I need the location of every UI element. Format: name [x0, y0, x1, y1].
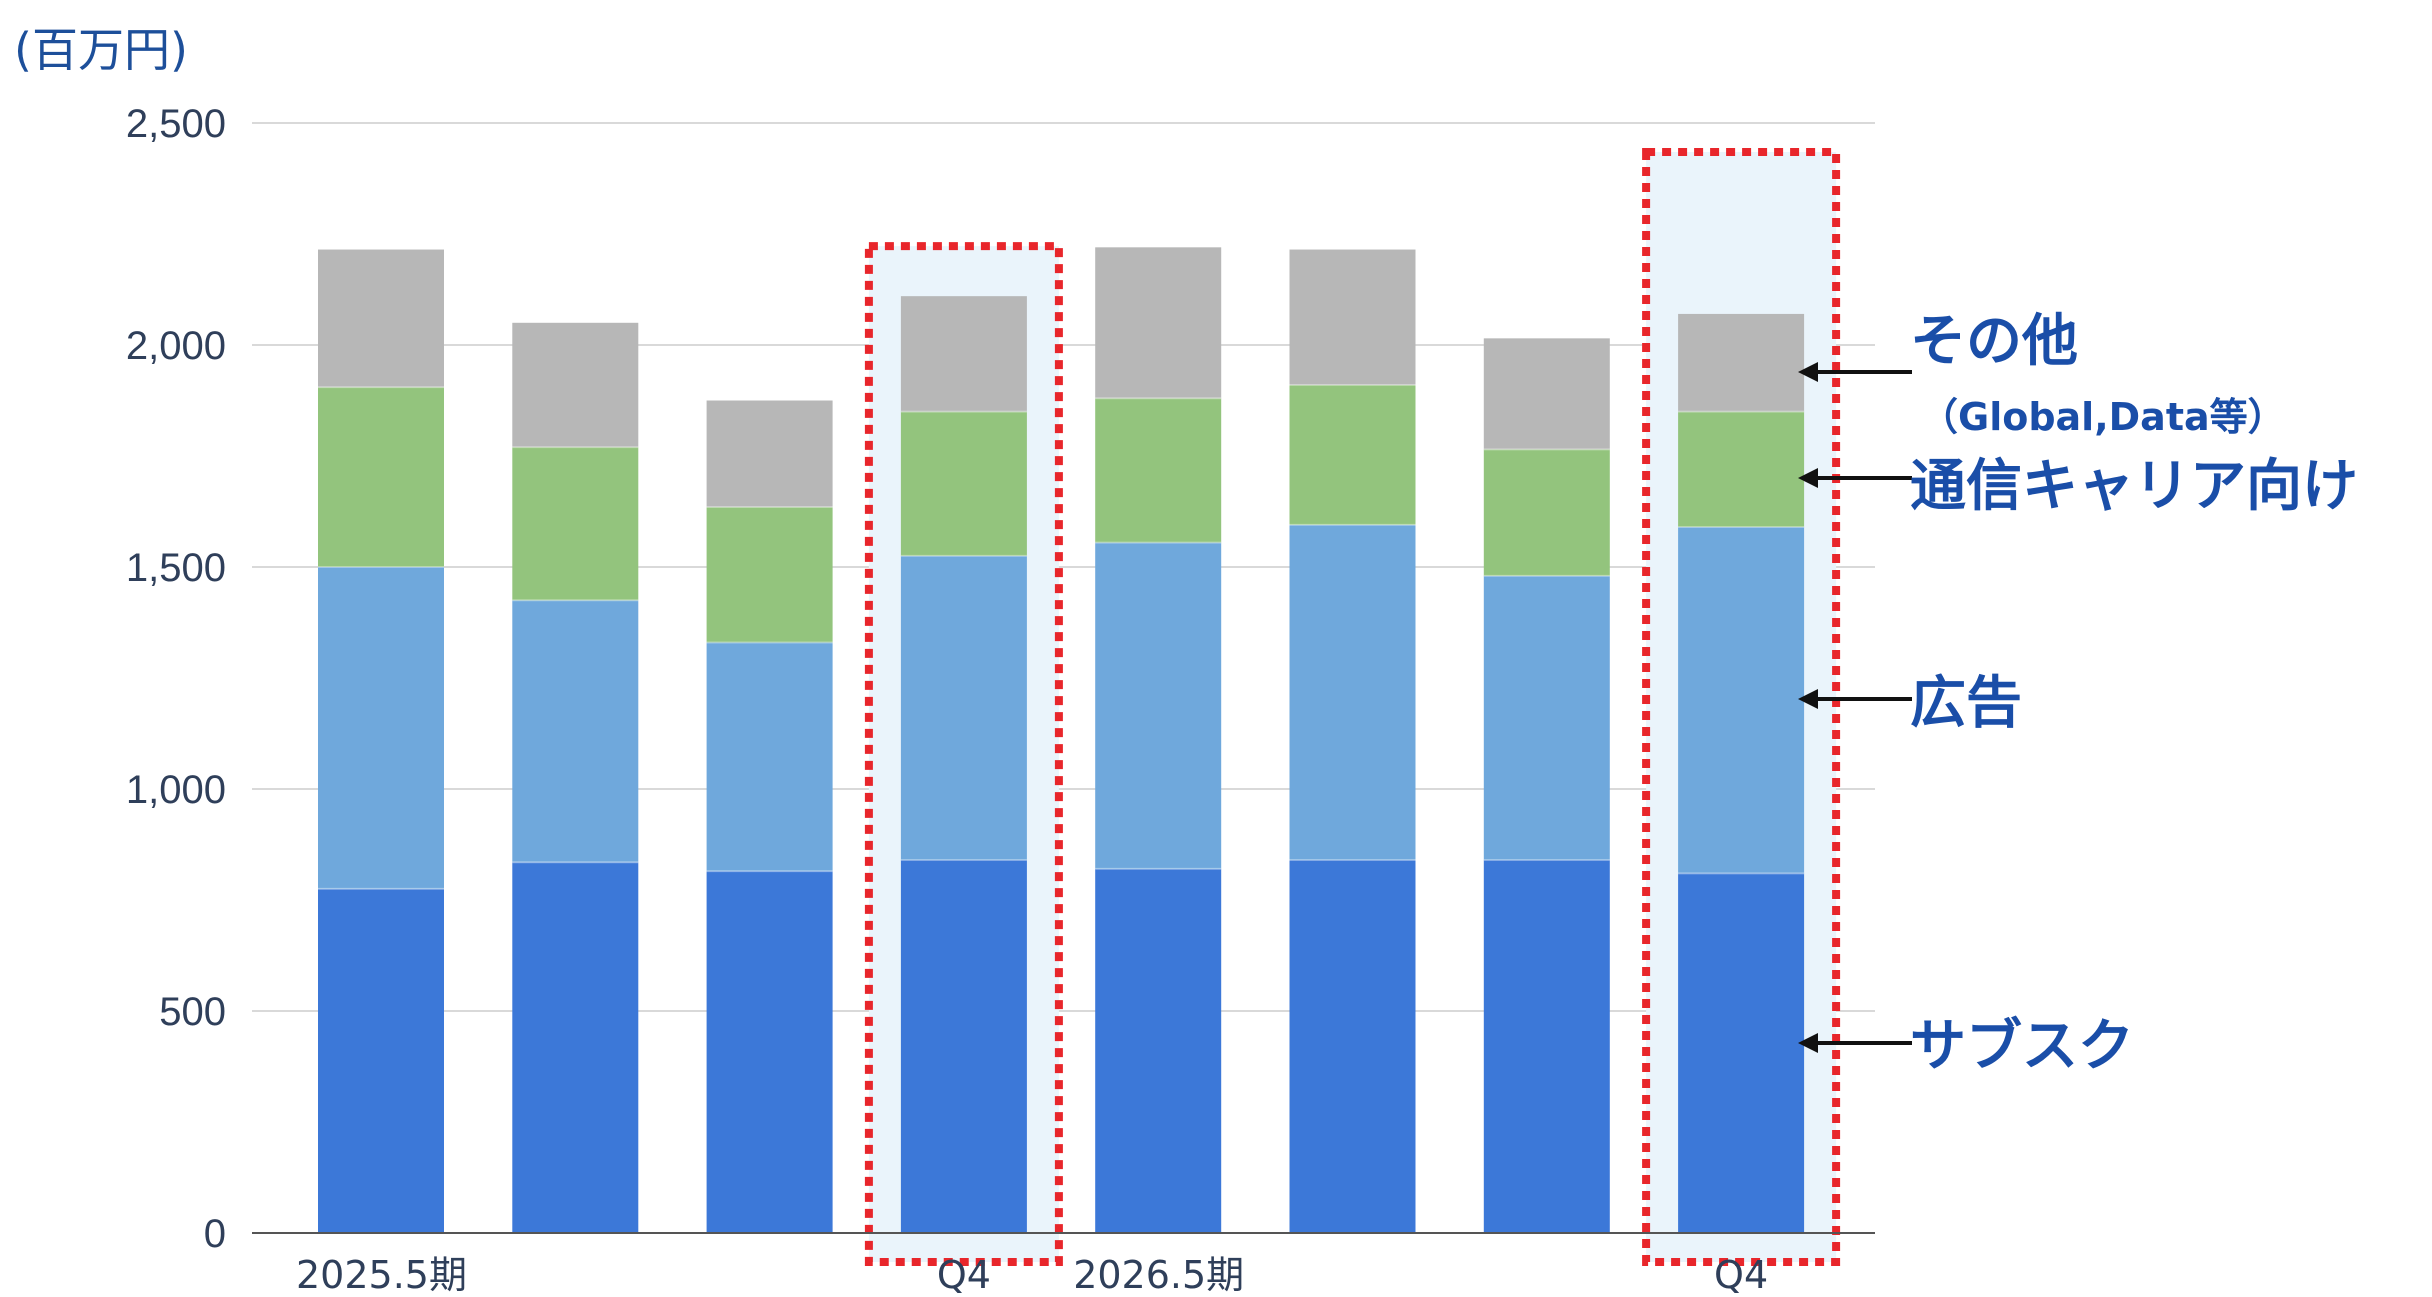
unit-label: (百万円) — [14, 23, 188, 77]
bar-segment — [706, 400, 833, 508]
x-tick-label: 2025.5期 — [296, 1253, 467, 1297]
gridlines — [252, 122, 1875, 1012]
bar-segment — [900, 860, 1027, 1233]
legend-label: その他 — [1910, 309, 2078, 374]
x-tick-label: 2026.5期 — [1073, 1253, 1244, 1297]
bar-segment — [1483, 575, 1610, 861]
bar-segment — [318, 888, 444, 1233]
bar-segment — [1289, 524, 1416, 861]
legend-label: 広告 — [1910, 671, 2022, 736]
x-tick-label: Q4 — [937, 1253, 991, 1297]
legend-arrow-head — [1798, 362, 1818, 382]
y-tick-label: 2,000 — [126, 324, 226, 368]
y-tick-label: 0 — [204, 1212, 226, 1256]
bar-segment — [512, 322, 639, 448]
x-tick-label: Q4 — [1714, 1253, 1768, 1297]
bar-segment — [318, 567, 444, 889]
bar-segment — [1678, 527, 1805, 874]
y-tick-label: 500 — [159, 990, 226, 1034]
bar-segment — [512, 862, 639, 1233]
bar-segment — [512, 447, 639, 601]
y-tick-label: 2,500 — [126, 102, 226, 146]
bar-segment — [1483, 860, 1610, 1233]
legend-label: 通信キャリア向け — [1910, 454, 2358, 519]
bar-segment — [900, 411, 1027, 556]
bar-segment — [1678, 873, 1805, 1233]
bar-segment — [900, 555, 1027, 861]
bar-segment — [1483, 449, 1610, 576]
highlight-border — [864, 242, 1063, 1267]
bar-segment — [900, 296, 1027, 412]
y-tick-label: 1,000 — [126, 768, 226, 812]
legend-sublabel: （Global,Data等） — [1920, 395, 2286, 439]
axes: 0 500 1,000 1,500 2,000 2,500 2025.5期 Q4 2026.5期… — [126, 102, 1875, 1297]
y-tick-label: 1,500 — [126, 546, 226, 590]
legend-label: サブスク — [1910, 1014, 2134, 1079]
highlight-borders — [864, 148, 1841, 1267]
bar-segment — [706, 642, 833, 872]
bar-segment — [1095, 398, 1222, 543]
bar-segment — [706, 507, 833, 643]
legend-arrow-head — [1798, 468, 1818, 488]
bar-segment — [1289, 249, 1416, 385]
bar-segment — [1483, 338, 1610, 450]
bar-segment — [512, 600, 639, 863]
highlight-border — [1642, 148, 1841, 1266]
legend-arrow-head — [1798, 1033, 1818, 1053]
legend-arrow-head — [1798, 689, 1818, 709]
bar-segment — [1678, 411, 1805, 528]
bar-segment — [706, 871, 833, 1233]
bar-segment — [318, 249, 444, 388]
bar-segment — [1095, 868, 1222, 1233]
bars — [318, 247, 1805, 1234]
bar-segment — [1095, 542, 1222, 869]
bar-segment — [1678, 313, 1805, 412]
bar-segment — [1289, 860, 1416, 1233]
bar-segment — [1289, 384, 1416, 525]
bar-segment — [1095, 247, 1222, 399]
bar-segment — [318, 387, 444, 567]
